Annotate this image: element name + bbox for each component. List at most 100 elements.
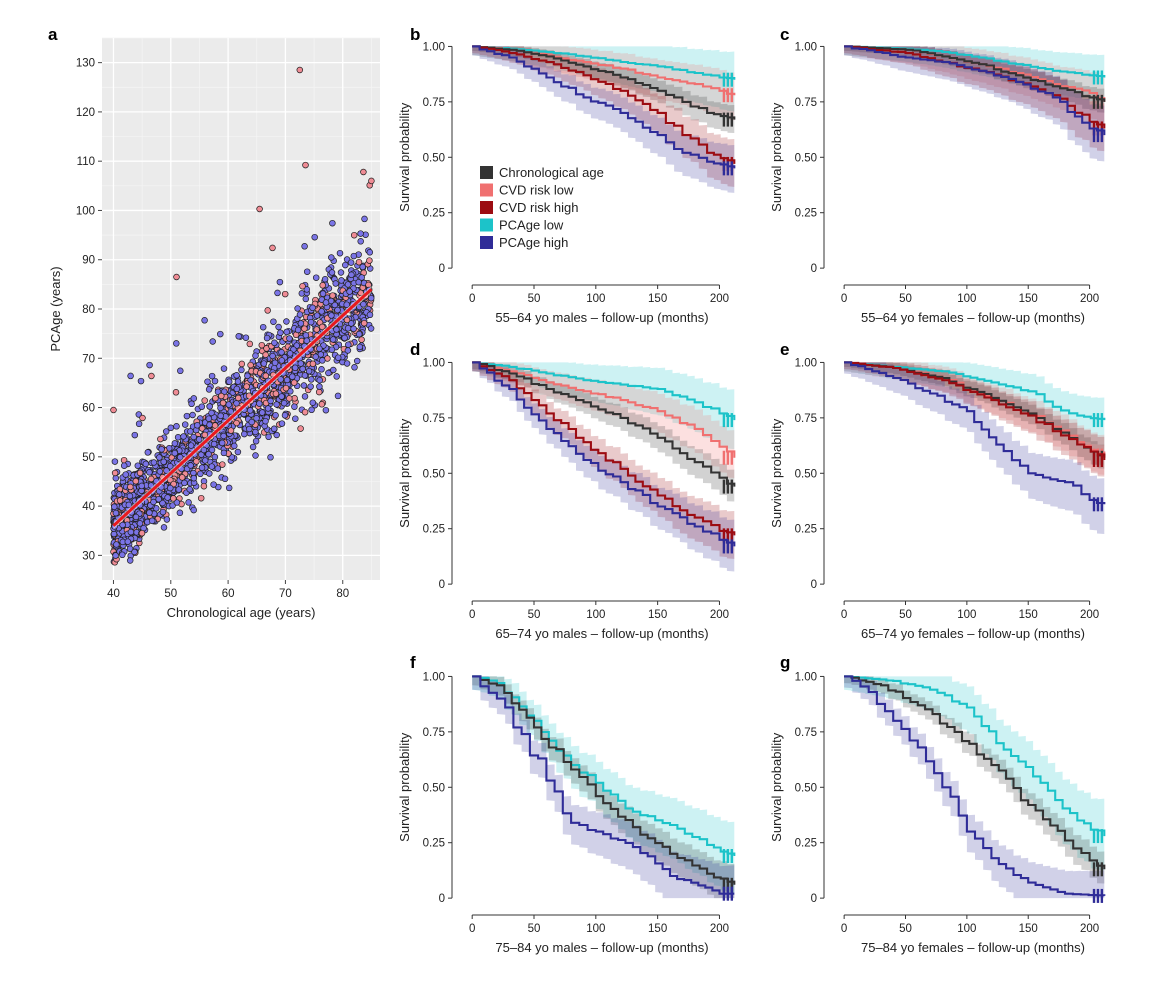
y-tick-label: 60 [82,403,95,415]
scatter-point [238,360,246,368]
scatter-point [205,415,213,422]
scatter-point [124,538,132,545]
scatter-point [355,258,363,266]
y-axis-title: PCAge (years) [48,266,63,351]
y-tick-label: 0.50 [795,468,817,480]
y-tick-label: 110 [77,156,95,168]
scatter-point [344,325,352,332]
y-tick-label: 1.00 [795,41,817,53]
panel-letter: d [410,340,420,359]
scatter-point [241,430,248,438]
scatter-point [322,406,330,414]
scatter-point [344,281,352,288]
scatter-point [360,301,367,308]
scatter-point [301,372,309,379]
scatter-point [173,499,181,506]
scatter-point [301,393,309,400]
scatter-point [220,449,228,457]
scatter-point [126,557,134,564]
scatter-point [283,328,290,336]
x-axis-title: 65–74 yo males – follow-up (months) [495,626,708,641]
scatter-point [247,361,254,369]
scatter-point [111,469,119,477]
scatter-point [263,334,271,342]
scatter-point [262,372,270,380]
scatter-point [177,367,184,375]
scatter-point [225,401,233,408]
scatter-point [136,469,144,477]
scatter-point [299,365,306,373]
scatter-point [273,401,280,408]
scatter-point [281,290,289,298]
scatter-point [225,378,233,385]
x-axis-title: 55–64 yo females – follow-up (months) [861,310,1085,325]
survival-curves [472,361,736,554]
confidence-band-pcage_high [472,362,735,576]
scatter-point [167,484,174,492]
scatter-point [316,376,323,384]
x-tick-label: 100 [957,293,976,305]
scatter-point [233,419,240,427]
survival-curves [844,675,1106,903]
scatter-point [174,434,182,441]
scatter-point [227,427,235,434]
x-tick-label: 100 [957,609,976,621]
scatter-point [283,376,291,384]
scatter-point [170,495,177,502]
scatter-point [187,428,194,435]
scatter-point [281,412,289,419]
y-tick-label: 120 [76,107,95,119]
scatter-point [164,494,171,501]
scatter-point [289,373,296,380]
scatter-point [267,397,274,405]
scatter-point [300,382,308,389]
scatter-point [346,288,353,295]
confidence-band-cvd_high [472,46,735,191]
x-tick-label: 100 [957,923,976,935]
scatter-point [328,312,335,319]
panel-letter: g [780,653,790,672]
scatter-point [206,421,213,429]
scatter-point [309,360,317,368]
scatter-point [334,306,341,314]
panel-e: e 0 0.25 0.50 0.75 1.00 0 50 100 150 200 65–74 yo … [769,340,1106,641]
confidence-bands [844,46,1105,167]
scatter-point [313,312,321,319]
y-tick-label: 30 [82,550,95,562]
panel-a: a 40 50 60 70 80 30 40 50 60 70 80 90 100 110 120 130 Ch… [48,25,380,620]
scatter-point [150,498,157,506]
confidence-band-cvd_low [844,46,1105,129]
scatter-point [142,460,150,468]
scatter-point [134,462,142,469]
scatter-point [307,383,314,390]
scatter-point [138,529,146,537]
y-tick-label: 1.00 [423,41,445,53]
scatter-point [277,376,284,383]
scatter-point [132,477,140,485]
scatter-point [171,449,179,457]
scatter-point [127,483,134,491]
scatter-point [315,388,323,396]
scatter-point [273,431,280,439]
scatter-point [116,497,124,504]
scatter-point [318,401,326,408]
survival-curve-chronological [472,361,736,487]
scatter-point [301,408,309,416]
scatter-point [162,428,170,435]
y-tick-label: 0 [811,893,817,905]
scatter-point [246,425,253,433]
y-tick-label: 1.00 [423,357,445,369]
x-tick-label: 80 [336,588,349,600]
scatter-point [361,215,368,223]
scatter-point [205,386,213,393]
scatter-point [110,406,117,414]
x-tick-label: 50 [528,923,541,935]
scatter-point [316,345,323,352]
scatter-point [321,276,329,283]
x-tick-label: 150 [648,923,667,935]
scatter-point [334,392,342,400]
scatter-point [350,252,358,260]
scatter-point [137,377,145,385]
scatter-point [302,295,310,303]
